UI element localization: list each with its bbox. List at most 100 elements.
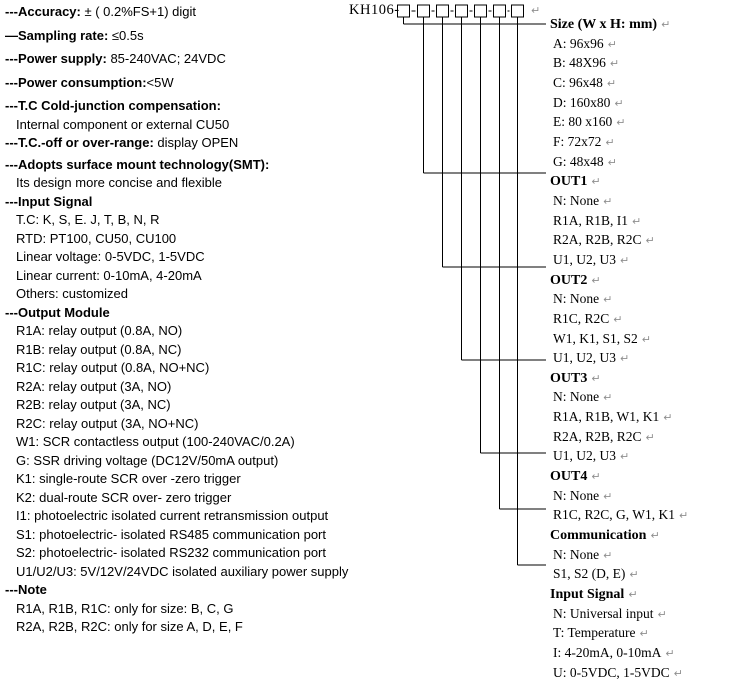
spec-list: ---Accuracy: ± ( 0.2%FS+1) digit —Sampli… xyxy=(5,3,389,637)
spec-text: R1C: relay output (0.8A, NO+NC) xyxy=(16,360,210,375)
order-option: N: None ↵ xyxy=(550,546,688,566)
order-option: B: 48X96 ↵ xyxy=(550,54,688,74)
spec-text: R2C: relay output (3A, NO+NC) xyxy=(16,415,199,431)
spec-line: —Sampling rate: ≤0.5s xyxy=(5,27,389,46)
order-group-header-out1: OUT1 ↵ xyxy=(550,172,688,192)
spec-line: S2: photoelectric- isolated RS232 commun… xyxy=(5,544,389,563)
order-option: I: 4-20mA, 0-10mA ↵ xyxy=(550,644,688,664)
spec-text: Linear voltage: 0-5VDC, 1-5VDC xyxy=(16,249,205,264)
order-group-title: OUT4 xyxy=(550,469,588,485)
order-option: R1C, R2C ↵ xyxy=(550,310,688,330)
return-mark-icon: ↵ xyxy=(650,529,660,543)
spec-text: R2B: relay output (3A, NC) xyxy=(16,397,171,412)
model-code-box xyxy=(493,4,506,18)
model-code-box xyxy=(417,4,430,18)
spec-line: ---Power consumption:<5W xyxy=(5,74,389,93)
spec-line: Others: customized xyxy=(5,285,389,304)
spec-text: S2: photoelectric- isolated RS232 commun… xyxy=(16,545,326,560)
order-option: N: None ↵ xyxy=(550,192,688,212)
return-mark-icon: ↵ xyxy=(663,411,673,425)
spec-line: Linear current: 0-10mA, 4-20mA xyxy=(5,267,389,286)
return-mark-icon: ↵ xyxy=(591,470,601,484)
return-mark-icon: ↵ xyxy=(673,666,683,680)
order-option-text: N: None xyxy=(553,291,600,307)
return-mark-icon: ↵ xyxy=(657,607,667,621)
spec-text: Linear current: 0-10mA, 4-20mA xyxy=(16,267,202,283)
return-mark-icon: ↵ xyxy=(606,76,617,90)
order-group-title: OUT1 xyxy=(550,174,588,190)
return-mark-icon: ↵ xyxy=(609,57,620,71)
spec-line: ---Input Signal xyxy=(5,193,389,212)
spec-line: ---Output Module xyxy=(5,304,389,323)
order-group-header-input-signal: Input Signal ↵ xyxy=(550,585,688,605)
order-option-text: U1, U2, U3 xyxy=(553,350,616,366)
spec-text: W1: SCR contactless output (100-240VAC/0… xyxy=(16,434,295,449)
order-option: R2A, R2B, R2C ↵ xyxy=(550,428,688,448)
return-mark-icon: ↵ xyxy=(591,371,601,385)
spec-label: ---Power consumption: xyxy=(5,74,147,90)
model-code-prefix: KH106- xyxy=(349,2,400,18)
spec-text: ≤0.5s xyxy=(108,27,144,43)
order-option: R1A, R1B, W1, K1 ↵ xyxy=(550,408,688,428)
order-group-title: OUT2 xyxy=(550,272,588,288)
order-option-text: A: 96x96 xyxy=(553,35,604,51)
order-group-header-out3: OUT3 ↵ xyxy=(550,369,688,389)
spec-line: ---Adopts surface mount technology(SMT): xyxy=(5,156,389,175)
order-option: E: 80 x160 ↵ xyxy=(550,113,688,133)
order-option: R1C, R2C, G, W1, K1 ↵ xyxy=(550,506,688,526)
spec-line: RTD: PT100, CU50, CU100 xyxy=(5,230,389,249)
spec-line: G: SSR driving voltage (DC12V/50mA outpu… xyxy=(5,452,389,471)
order-group-title: Communication xyxy=(550,528,647,544)
spec-line: I1: photoelectric isolated current retra… xyxy=(5,507,389,526)
model-code-box xyxy=(455,4,468,18)
order-option-text: N: Universal input xyxy=(553,605,654,621)
spec-line: ---T.C Cold-junction compensation: xyxy=(5,97,389,116)
return-mark-icon: ↵ xyxy=(531,4,541,17)
return-mark-icon: ↵ xyxy=(620,352,630,366)
spec-line: ---Accuracy: ± ( 0.2%FS+1) digit xyxy=(5,3,389,22)
order-option-text: F: 72x72 xyxy=(553,133,602,149)
spec-line: K1: single-route SCR over -zero trigger xyxy=(5,470,389,489)
spec-text: R2A: relay output (3A, NO) xyxy=(16,378,172,394)
spec-label: ---Accuracy: xyxy=(5,4,81,19)
order-option: U: 0-5VDC, 1-5VDC ↵ xyxy=(550,664,688,683)
spec-line: R1B: relay output (0.8A, NC) xyxy=(5,341,389,360)
order-option: F: 72x72 ↵ xyxy=(550,133,688,153)
spec-line: Its design more concise and flexible xyxy=(5,174,389,193)
return-mark-icon: ↵ xyxy=(603,391,613,405)
order-option-text: R1C, R2C xyxy=(553,310,610,326)
spec-text: G: SSR driving voltage (DC12V/50mA outpu… xyxy=(16,452,279,468)
return-mark-icon: ↵ xyxy=(607,155,617,169)
order-group-header-out2: OUT2 ↵ xyxy=(550,271,688,291)
order-option-text: D: 160x80 xyxy=(553,94,611,110)
order-option-text: R1A, R1B, W1, K1 xyxy=(553,409,660,425)
order-group-header-size: Size (W x H: mm) ↵ xyxy=(550,15,688,35)
return-mark-icon: ↵ xyxy=(607,37,617,51)
spec-line: ---Power supply: 85-240VAC; 24VDC xyxy=(5,50,389,69)
order-option-text: B: 48X96 xyxy=(553,55,606,71)
spec-line: R2A: relay output (3A, NO) xyxy=(5,378,389,397)
spec-text: <5W xyxy=(146,74,174,90)
spec-line: ---T.C.-off or over-range: display OPEN xyxy=(5,134,389,153)
order-option-text: S1, S2 (D, E) xyxy=(553,566,626,582)
return-mark-icon: ↵ xyxy=(645,234,655,248)
return-mark-icon: ↵ xyxy=(591,273,601,287)
spec-line: ---Note xyxy=(5,581,389,600)
order-option: R1A, R1B, I1 ↵ xyxy=(550,212,688,232)
order-option-text: T: Temperature xyxy=(553,625,636,641)
return-mark-icon: ↵ xyxy=(605,135,615,149)
order-option: R2A, R2B, R2C ↵ xyxy=(550,231,688,251)
order-option-text: R1A, R1B, I1 xyxy=(553,212,629,228)
order-option-text: N: None xyxy=(553,546,600,562)
order-option: A: 96x96 ↵ xyxy=(550,35,688,55)
order-code-tree xyxy=(397,4,546,566)
spec-label: —Sampling rate: xyxy=(5,27,109,43)
order-option-text: U: 0-5VDC, 1-5VDC xyxy=(553,664,670,680)
spec-line: R1A, R1B, R1C: only for size: B, C, G xyxy=(5,600,389,619)
return-mark-icon: ↵ xyxy=(679,509,689,523)
return-mark-icon: ↵ xyxy=(661,18,671,31)
spec-text: S1: photoelectric- isolated RS485 commun… xyxy=(16,526,326,542)
order-option-text: G: 48x48 xyxy=(553,153,604,169)
spec-text: K2: dual-route SCR over- zero trigger xyxy=(16,489,232,505)
spec-text: Internal component or external CU50 xyxy=(16,116,230,132)
